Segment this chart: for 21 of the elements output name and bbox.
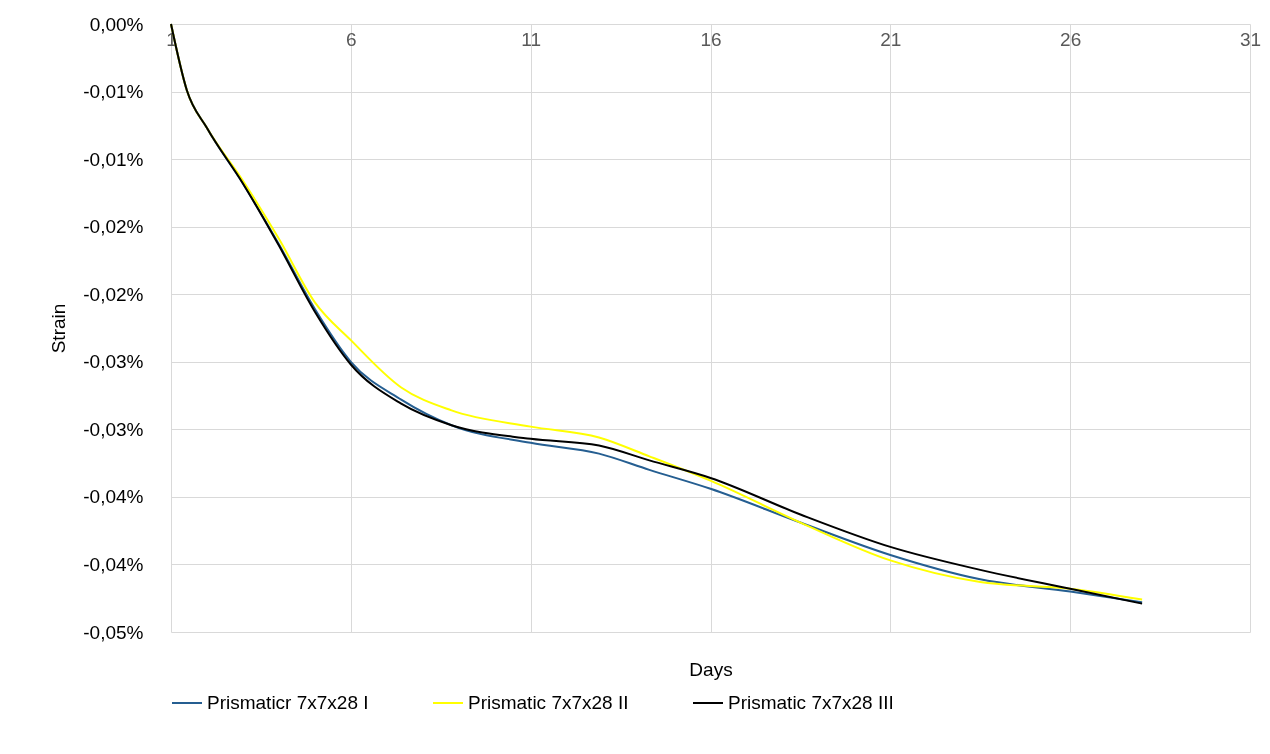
- y-tick-label: -0,02%: [83, 283, 144, 305]
- x-tick-label: 11: [521, 28, 542, 50]
- y-tick-label: 0,00%: [89, 13, 144, 35]
- legend-label: Prismaticr 7x7x28 I: [207, 692, 369, 713]
- y-tick-label: -0,01%: [83, 148, 144, 170]
- x-tick-label: 16: [700, 28, 722, 50]
- y-tick-label: -0,04%: [83, 486, 144, 508]
- x-tick-label: 21: [880, 28, 902, 50]
- legend-label: Prismatic 7x7x28 III: [728, 692, 894, 713]
- y-tick-label: -0,05%: [83, 621, 144, 643]
- y-tick-label: -0,02%: [83, 216, 144, 238]
- x-axis-title: Days: [689, 658, 733, 680]
- y-axis-title: Strain: [48, 303, 70, 354]
- y-tick-label: -0,01%: [83, 81, 144, 103]
- x-tick-label: 6: [346, 28, 357, 50]
- x-tick-label: 31: [1239, 28, 1262, 50]
- y-tick-label: -0,04%: [83, 553, 144, 575]
- legend-label: Prismatic 7x7x28 II: [468, 692, 629, 713]
- y-tick-label: -0,03%: [83, 418, 144, 440]
- x-tick-label: 26: [1060, 28, 1082, 50]
- y-tick-label: -0,03%: [83, 351, 144, 373]
